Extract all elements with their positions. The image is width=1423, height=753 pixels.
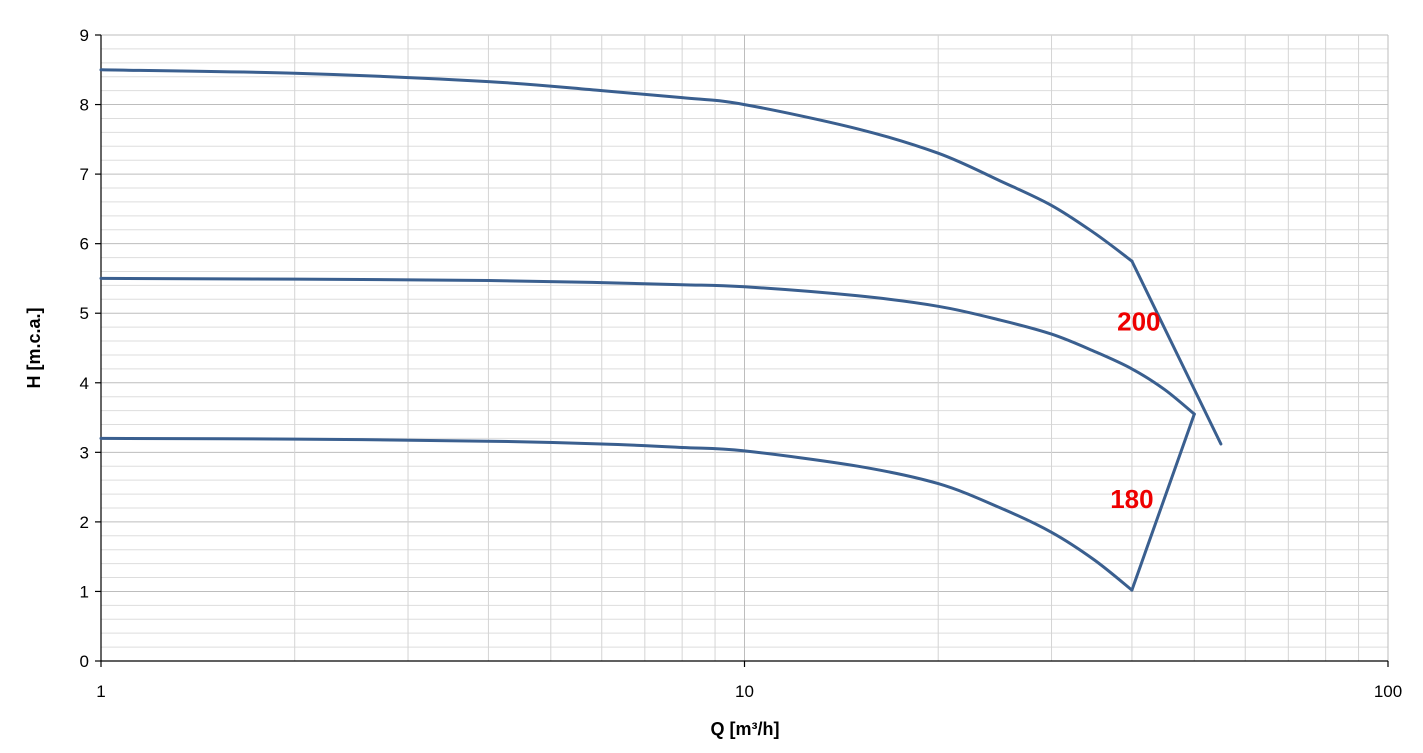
curve-label-1: 200 xyxy=(1117,307,1160,337)
y-tick-label: 7 xyxy=(80,165,89,184)
y-tick-labels: 0 1 2 3 4 5 6 7 8 9 xyxy=(80,26,89,671)
x-tick-labels: 1 10 100 xyxy=(96,682,1402,701)
x-tick-label: 10 xyxy=(735,682,754,701)
curve-label-2: 180 xyxy=(1110,484,1153,514)
series-line-2 xyxy=(99,276,1196,416)
x-tick-label: 1 xyxy=(96,682,105,701)
grid xyxy=(100,34,1389,662)
series-line-5 xyxy=(1130,412,1196,592)
y-tick-label: 2 xyxy=(80,513,89,532)
y-tick-label: 6 xyxy=(80,235,89,254)
y-tick-label: 3 xyxy=(80,443,89,462)
series-line-3 xyxy=(99,436,1134,592)
x-axis-title: Q [m³/h] xyxy=(711,719,780,739)
x-tick-label: 100 xyxy=(1374,682,1402,701)
y-tick-label: 0 xyxy=(80,652,89,671)
y-axis-title: H [m.c.a.] xyxy=(24,307,44,388)
series-group xyxy=(99,68,1223,592)
y-tick-label: 1 xyxy=(80,582,89,601)
y-tick-label: 9 xyxy=(80,26,89,45)
series-line-1 xyxy=(99,68,1134,263)
axes xyxy=(95,34,1389,667)
y-tick-label: 4 xyxy=(80,374,89,393)
y-tick-label: 8 xyxy=(80,96,89,115)
series-line-4 xyxy=(1130,259,1223,446)
y-tick-label: 5 xyxy=(80,304,89,323)
curve-annotations: 200 180 xyxy=(1110,307,1160,514)
